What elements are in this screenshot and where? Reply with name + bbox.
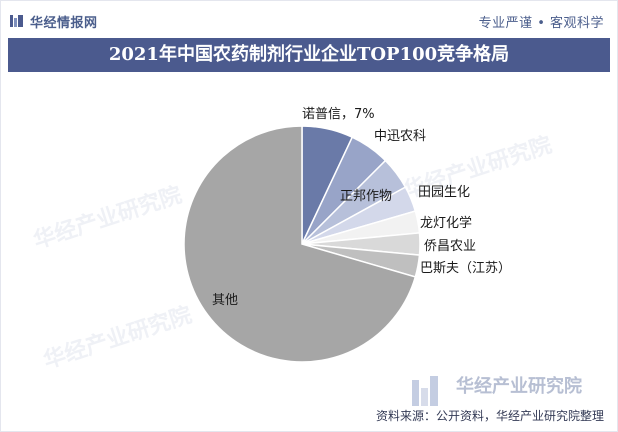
top-bar: 华经情报网 专业严谨 • 客观科学: [0, 0, 618, 38]
slice-label: 巴斯夫（江苏）: [420, 260, 511, 276]
watermark-brand: 华经产业研究院: [456, 376, 582, 397]
pie-slice: [183, 125, 417, 363]
slice-label: 正邦作物: [340, 189, 392, 204]
slice-label: 诺普信，7%: [302, 107, 375, 122]
slice-label: 龙灯化学: [420, 215, 472, 231]
chart-area: 诺普信，7% 中迅农科正邦作物 田园生化龙灯化学侨昌农业巴斯夫（江苏） 其他: [0, 72, 618, 410]
brand-name: 华经情报网: [30, 16, 98, 31]
chart-title: 2021年中国农药制剂行业企业TOP100竞争格局: [108, 44, 510, 65]
slice-label: 其他: [212, 293, 238, 308]
source-note: 资料来源：公开资料，华经产业研究院整理: [375, 409, 604, 423]
slice-label: 田园生化: [418, 185, 470, 200]
logo-icon: [10, 15, 23, 27]
slice-label: 中迅农科: [374, 129, 426, 144]
slice-label: 侨昌农业: [424, 239, 476, 254]
slogan: 专业严谨 • 客观科学: [478, 16, 604, 31]
title-bar: 2021年中国农药制剂行业企业TOP100竞争格局: [8, 38, 610, 72]
watermark-logo-icon: [412, 376, 438, 406]
